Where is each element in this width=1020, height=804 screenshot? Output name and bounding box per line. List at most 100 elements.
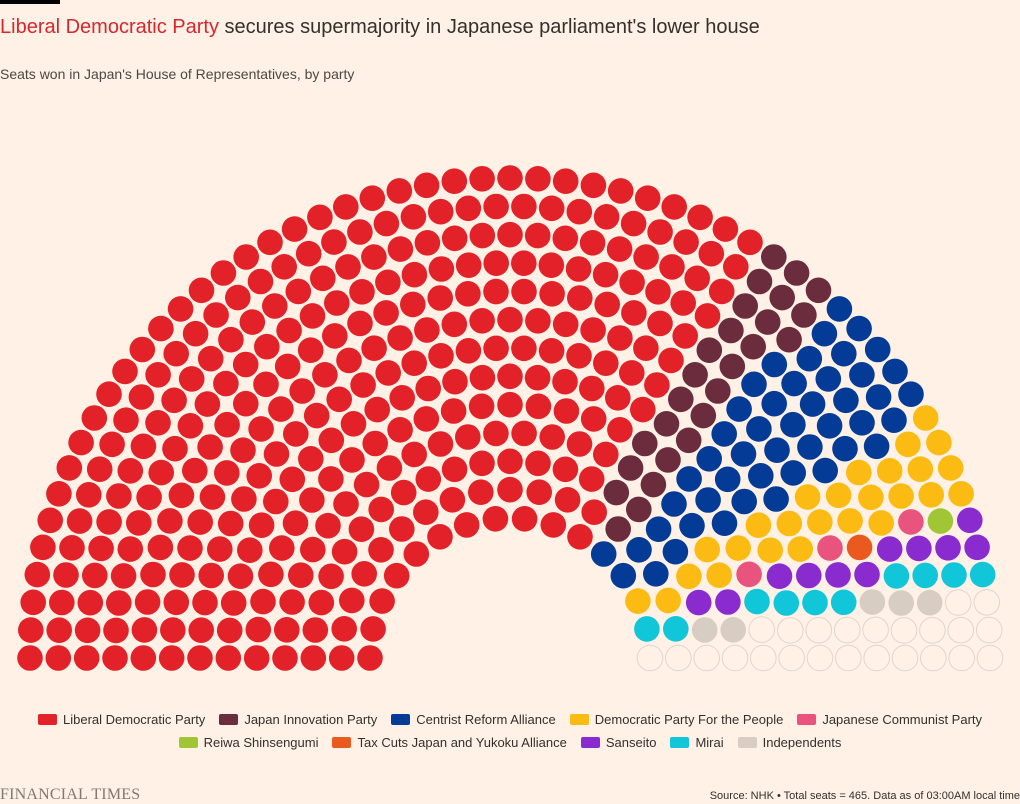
- seat-liberal-democratic-party: [239, 309, 266, 335]
- seat-liberal-democratic-party: [187, 509, 213, 535]
- seat-centrist-reform-alliance: [833, 387, 859, 414]
- seat-liberal-democratic-party: [364, 396, 391, 423]
- seat-liberal-democratic-party: [497, 221, 523, 248]
- seat-liberal-democratic-party: [282, 510, 309, 536]
- legend-item: Sanseito: [580, 735, 657, 750]
- seat-liberal-democratic-party: [428, 343, 454, 369]
- seat-liberal-democratic-party: [607, 178, 634, 204]
- seat-liberal-democratic-party: [539, 424, 565, 450]
- seat-liberal-democratic-party: [253, 371, 279, 398]
- seat-undeclared: [919, 617, 946, 644]
- seat-democratic-party-for-the-people: [858, 484, 884, 511]
- seat-liberal-democratic-party: [414, 230, 441, 256]
- seat-liberal-democratic-party: [347, 310, 373, 337]
- seat-liberal-democratic-party: [231, 486, 257, 512]
- seat-liberal-democratic-party: [77, 589, 104, 616]
- seat-sanseito: [766, 563, 793, 589]
- seat-centrist-reform-alliance: [881, 407, 907, 434]
- seat-liberal-democratic-party: [213, 370, 239, 397]
- seat-liberal-democratic-party: [268, 396, 294, 422]
- legend-swatch: [569, 714, 589, 725]
- seat-liberal-democratic-party: [24, 561, 51, 588]
- seat-liberal-democratic-party: [349, 279, 375, 305]
- seat-independents: [888, 590, 914, 616]
- seat-liberal-democratic-party: [318, 427, 345, 454]
- seat-liberal-democratic-party: [148, 459, 174, 486]
- seat-centrist-reform-alliance: [764, 437, 790, 464]
- seat-democratic-party-for-the-people: [757, 537, 783, 563]
- seat-liberal-democratic-party: [694, 303, 721, 329]
- legend-label: Sanseito: [605, 735, 657, 750]
- seat-liberal-democratic-party: [233, 244, 259, 270]
- seat-reiwa-shinsengumi: [927, 508, 954, 534]
- seat-liberal-democratic-party: [318, 466, 344, 492]
- seat-liberal-democratic-party: [312, 362, 338, 388]
- seat-liberal-democratic-party: [469, 364, 496, 391]
- seat-japan-innovation-party: [617, 455, 644, 481]
- seat-liberal-democratic-party: [455, 281, 481, 307]
- source-note: Source: NHK • Total seats = 465. Data as…: [709, 790, 1020, 802]
- seat-japan-innovation-party: [732, 293, 758, 319]
- seat-japan-innovation-party: [783, 260, 810, 286]
- legend-item: Japanese Communist Party: [797, 712, 982, 727]
- seat-liberal-democratic-party: [658, 347, 684, 374]
- seat-liberal-democratic-party: [53, 562, 79, 588]
- seat-liberal-democratic-party: [469, 308, 495, 334]
- seat-liberal-democratic-party: [218, 326, 244, 353]
- seat-centrist-reform-alliance: [781, 370, 807, 397]
- seat-liberal-democratic-party: [336, 347, 362, 374]
- seat-liberal-democratic-party: [216, 617, 243, 644]
- seat-liberal-democratic-party: [483, 335, 509, 362]
- seat-liberal-democratic-party: [46, 481, 72, 507]
- seat-independents: [916, 589, 943, 616]
- seat-liberal-democratic-party: [580, 317, 606, 343]
- seat-democratic-party-for-the-people: [895, 431, 921, 458]
- seat-liberal-democratic-party: [633, 335, 659, 361]
- seat-liberal-democratic-party: [428, 256, 455, 282]
- seat-liberal-democratic-party: [163, 340, 189, 367]
- seat-liberal-democratic-party: [199, 484, 226, 510]
- ft-logo: FINANCIAL TIMES: [0, 786, 141, 803]
- seat-japan-innovation-party: [719, 353, 746, 380]
- seat-liberal-democratic-party: [455, 252, 482, 278]
- seat-liberal-democratic-party: [324, 290, 350, 316]
- seat-undeclared: [777, 617, 804, 644]
- seat-liberal-democratic-party: [401, 441, 428, 468]
- seat-sanseito: [685, 589, 712, 616]
- seat-liberal-democratic-party: [187, 645, 213, 671]
- seat-liberal-democratic-party: [633, 244, 659, 270]
- legend-label: Liberal Democratic Party: [62, 712, 206, 727]
- seat-liberal-democratic-party: [45, 645, 72, 671]
- seat-democratic-party-for-the-people: [676, 563, 702, 590]
- seat-liberal-democratic-party: [644, 372, 670, 398]
- seat-liberal-democratic-party: [66, 508, 93, 534]
- seat-liberal-democratic-party: [368, 496, 395, 523]
- seat-japanese-communist-party: [898, 509, 924, 535]
- seat-japan-innovation-party: [754, 309, 781, 335]
- legend-item: Japan Innovation Party: [219, 712, 377, 727]
- seat-liberal-democratic-party: [455, 424, 481, 450]
- seat-liberal-democratic-party: [307, 204, 333, 231]
- seat-liberal-democratic-party: [353, 471, 380, 498]
- seat-democratic-party-for-the-people: [868, 510, 894, 536]
- seat-undeclared: [944, 589, 972, 616]
- seat-liberal-democratic-party: [552, 311, 579, 338]
- seat-liberal-democratic-party: [300, 536, 326, 563]
- seat-japan-innovation-party: [605, 516, 631, 542]
- chart-legend: Liberal Democratic Party Japan Innovation…: [0, 712, 1020, 758]
- seat-centrist-reform-alliance: [726, 396, 752, 422]
- seat-democratic-party-for-the-people: [912, 405, 939, 431]
- seat-liberal-democratic-party: [230, 437, 256, 464]
- ft-top-bar: [0, 0, 60, 4]
- seat-centrist-reform-alliance: [763, 486, 789, 512]
- seat-liberal-democratic-party: [303, 402, 330, 429]
- seat-liberal-democratic-party: [483, 420, 509, 447]
- seat-centrist-reform-alliance: [643, 561, 669, 587]
- seat-centrist-reform-alliance: [796, 345, 823, 372]
- seat-liberal-democratic-party: [197, 345, 224, 372]
- seat-democratic-party-for-the-people: [794, 484, 821, 510]
- seat-liberal-democratic-party: [483, 278, 509, 305]
- seat-liberal-democratic-party: [414, 317, 440, 343]
- seat-democratic-party-for-the-people: [837, 508, 863, 534]
- seat-liberal-democratic-party: [566, 431, 593, 457]
